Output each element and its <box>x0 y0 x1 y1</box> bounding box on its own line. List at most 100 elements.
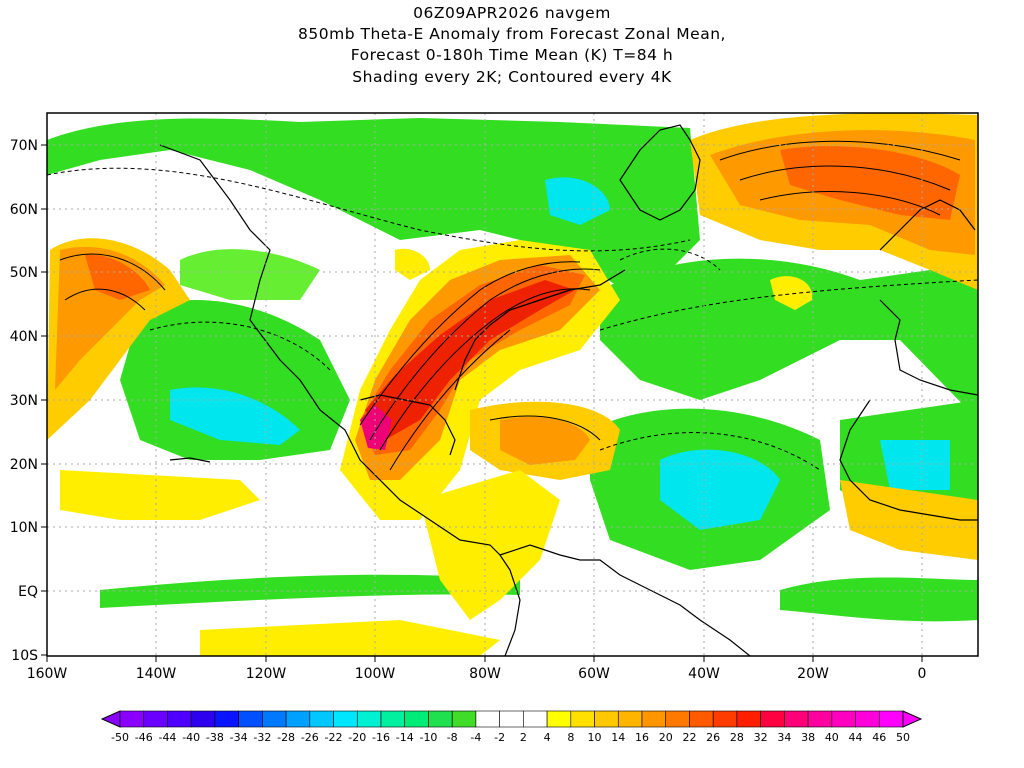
colorbar-label: 40 <box>825 731 839 744</box>
colorbar-label: 44 <box>849 731 863 744</box>
lat-labels: 70N 60N 50N 40N 30N 20N 10N EQ 10S <box>10 138 38 664</box>
colorbar-cell <box>878 710 904 728</box>
colorbar-label: -16 <box>372 731 390 744</box>
colorbar-label: 2 <box>520 731 527 744</box>
colorbar-cell <box>665 710 690 728</box>
lon-label: 40W <box>688 666 720 682</box>
colorbar-label: -2 <box>494 731 505 744</box>
lon-label: 140W <box>136 666 177 682</box>
shade-red-us-plume <box>365 280 575 440</box>
colorbar-cell <box>617 710 643 728</box>
colorbar-cell <box>380 710 406 728</box>
shade-green-south-atlantic <box>780 577 978 622</box>
colorbar-cell <box>807 710 833 728</box>
colorbar-label: 28 <box>730 731 744 744</box>
colorbar-label: 4 <box>544 731 551 744</box>
colorbar-label: 22 <box>682 731 696 744</box>
colorbar-cell <box>190 710 216 728</box>
lat-label: 40N <box>10 329 38 345</box>
shade-magenta-gulf <box>360 405 392 450</box>
colorbar-cell <box>262 710 287 728</box>
colorbar-label: 16 <box>635 731 649 744</box>
colorbar-cells <box>100 710 923 728</box>
colorbar-cell <box>570 710 595 728</box>
map-frame <box>46 112 979 657</box>
colorbar-cell <box>736 710 761 728</box>
shade-yellow-west-africa <box>840 480 978 560</box>
title-line-4: Shading every 2K; Contoured every 4K <box>352 68 672 86</box>
contour-lines <box>47 140 978 471</box>
shade-cyan-east-pacific <box>170 387 300 445</box>
lon-label: 80W <box>469 666 501 682</box>
colorbar-label: -14 <box>396 731 414 744</box>
colorbar-cell <box>475 710 500 728</box>
title-line-3: Forecast 0-180h Time Mean (K) T=84 h <box>350 46 674 64</box>
colorbar-labels: -50 -46 -44 -40 -38 -34 -32 -28 -26 -22 -20 -16 -14-… <box>111 731 910 744</box>
shade-orange-caribbean <box>500 416 590 465</box>
title-line-2: 850mb Theta-E Anomaly from Forecast Zona… <box>298 25 726 43</box>
lat-label: 20N <box>10 457 38 473</box>
shade-green-atlantic-band <box>600 258 978 420</box>
colorbar-label: -22 <box>325 731 343 744</box>
colorbar-cell <box>143 710 168 728</box>
lon-label: 120W <box>246 666 287 682</box>
colorbar-cell <box>855 710 880 728</box>
colorbar-cell <box>214 710 239 728</box>
colorbar-label: -28 <box>277 731 295 744</box>
colorbar-cell <box>404 710 429 728</box>
colorbar-label: -10 <box>419 731 437 744</box>
axis-ticks <box>41 144 923 662</box>
colorbar-label: -20 <box>348 731 366 744</box>
lon-labels: 160W 140W 120W 100W 80W 60W 40W 20W 0 <box>27 666 927 682</box>
colorbar-cell <box>333 710 358 728</box>
colorbar-label: 50 <box>896 731 910 744</box>
coastlines <box>159 124 978 656</box>
lon-label: 0 <box>918 666 927 682</box>
colorbar-cell <box>594 710 619 728</box>
shaded-regions <box>47 113 978 656</box>
colorbar-label: -26 <box>301 731 319 744</box>
lat-label: 60N <box>10 202 38 218</box>
colorbar-cell <box>451 710 477 728</box>
colorbar-cell <box>428 710 453 728</box>
colorbar-cell <box>499 710 524 728</box>
lat-label: 50N <box>10 265 38 281</box>
lon-label: 60W <box>578 666 610 682</box>
colorbar-label: -8 <box>447 731 458 744</box>
title-line-1: 06Z09APR2026 navgem <box>413 4 611 22</box>
colorbar-cell <box>689 710 714 728</box>
lat-label: 30N <box>10 393 38 409</box>
colorbar-cell <box>167 710 192 728</box>
colorbar-cell <box>285 710 311 728</box>
shade-cyan-labrador <box>545 177 610 225</box>
shade-yellow-midlat-atlantic <box>770 276 813 310</box>
colorbar-label: 14 <box>611 731 625 744</box>
shade-yellow-south-pacific <box>200 620 500 656</box>
colorbar-cell <box>641 710 667 728</box>
colorbar-cell <box>523 710 548 728</box>
colorbar-label: 32 <box>754 731 768 744</box>
shade-darkorange-europe <box>780 146 960 220</box>
shade-yellow-east-pacific-trop <box>60 470 260 520</box>
colorbar-cell <box>712 710 738 728</box>
colorbar-cell <box>238 710 263 728</box>
colorbar-cell <box>784 710 809 728</box>
colorbar-cell <box>831 710 856 728</box>
colorbar-label: 20 <box>659 731 673 744</box>
anomaly-map: 70N 60N 50N 40N 30N 20N 10N EQ 10S 160W … <box>10 112 979 682</box>
colorbar-label: -34 <box>230 731 248 744</box>
colorbar-label: -44 <box>158 731 176 744</box>
colorbar-cell <box>309 710 334 728</box>
shade-cyan-trop-atlantic <box>660 449 780 530</box>
colorbar-cell <box>760 710 785 728</box>
shade-green-north-pacific <box>47 118 700 300</box>
lat-label: 70N <box>10 138 38 154</box>
lat-label: 10N <box>10 520 38 536</box>
shade-yellow-great-lakes <box>395 248 430 280</box>
colorbar-label: 10 <box>588 731 602 744</box>
lon-label: 100W <box>355 666 396 682</box>
colorbar-arrow-left <box>100 710 121 728</box>
colorbar-label: 46 <box>872 731 886 744</box>
grid-lines <box>47 113 978 656</box>
colorbar-label: 26 <box>706 731 720 744</box>
